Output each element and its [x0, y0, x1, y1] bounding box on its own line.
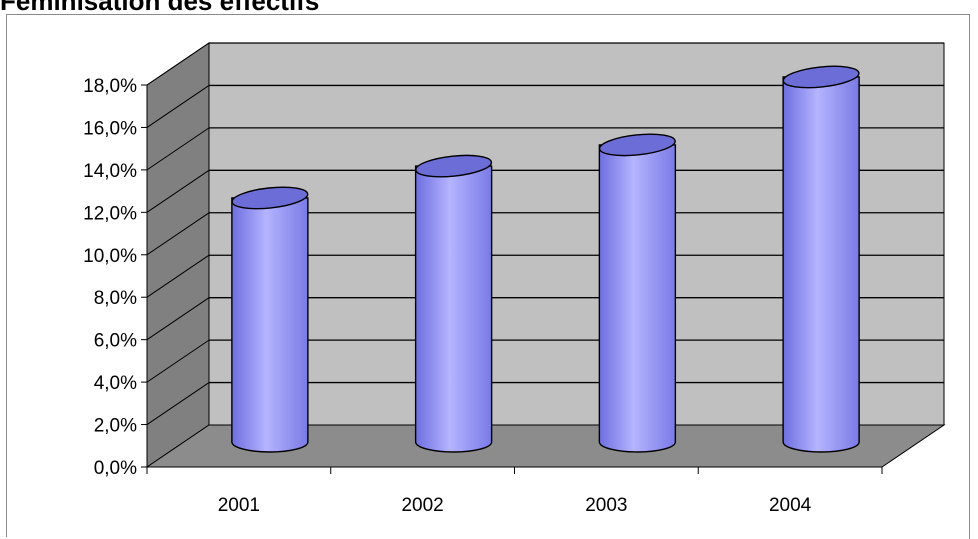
- x-tick-label: 2001: [218, 495, 260, 516]
- bar-top: [415, 154, 493, 178]
- side-gridline: [146, 339, 210, 383]
- chart-title: Féminisation des effectifs: [0, 0, 320, 16]
- y-tick-label: 2,0%: [94, 416, 137, 437]
- bar-body: [414, 165, 493, 453]
- bar-2003: [598, 133, 677, 453]
- bar-2001: [231, 186, 309, 453]
- side-gridline: [146, 254, 210, 298]
- bar-2004: [782, 65, 860, 453]
- y-tick-label: 10,0%: [83, 246, 137, 267]
- frame-right-border: [969, 14, 970, 539]
- x-tick-label: 2004: [769, 495, 812, 516]
- x-tick-label: 2002: [401, 495, 443, 516]
- bar-body: [231, 197, 309, 453]
- y-tick-label: 18,0%: [83, 76, 137, 97]
- y-tick-label: 4,0%: [94, 373, 137, 394]
- y-tick-label: 14,0%: [83, 161, 137, 182]
- bar-2002: [414, 154, 493, 453]
- y-tick-label: 6,0%: [94, 331, 137, 352]
- side-gridline: [146, 297, 210, 341]
- y-tick-label: 12,0%: [83, 203, 137, 224]
- side-gridline: [146, 169, 210, 213]
- chart-frame: [6, 14, 970, 537]
- bar-body: [782, 76, 860, 453]
- y-tick-label: 8,0%: [94, 288, 137, 309]
- x-tick-label: 2003: [585, 495, 627, 516]
- bar-top: [231, 186, 309, 210]
- bar-body: [598, 144, 677, 453]
- side-gridline: [146, 382, 210, 425]
- side-gridline: [146, 85, 210, 128]
- bar-top: [782, 65, 860, 89]
- side-gridline: [146, 127, 210, 171]
- bar-top: [598, 133, 676, 157]
- y-tick-label: 0,0%: [94, 458, 137, 479]
- y-tick-label: 16,0%: [83, 118, 137, 139]
- side-gridline: [146, 42, 210, 86]
- side-gridline: [146, 212, 210, 256]
